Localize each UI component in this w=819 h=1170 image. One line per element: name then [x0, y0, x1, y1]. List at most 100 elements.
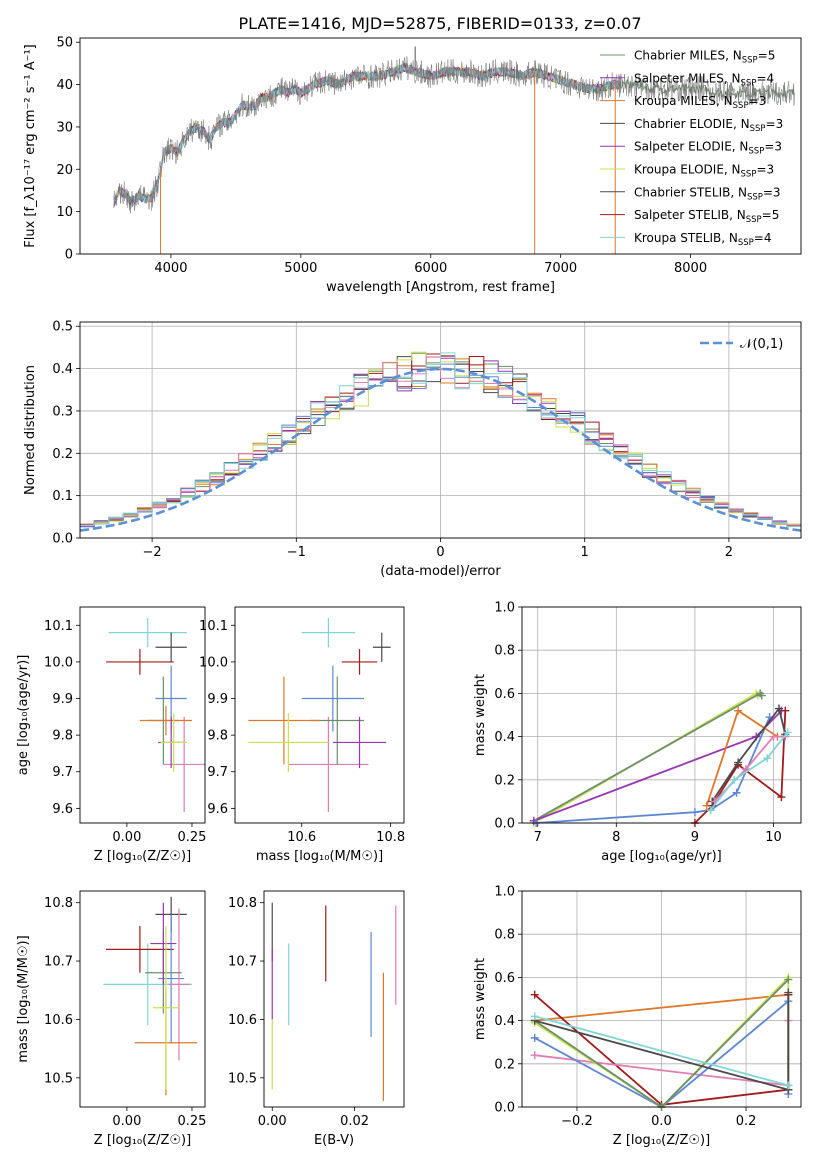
error-bar-point	[106, 926, 174, 973]
x-tick-label: 0.25	[178, 1114, 207, 1129]
weight-series-line	[533, 710, 783, 822]
x-axis-label: (data-model)/error	[380, 564, 501, 579]
y-tick-label: 10.7	[44, 955, 73, 970]
y-tick-label: 0.4	[494, 1014, 515, 1029]
error-bar-point	[152, 926, 179, 1090]
x-axis-label: Z [log₁₀(Z/Z☉)]	[94, 1133, 191, 1148]
x-tick-label: 10.8	[376, 830, 405, 845]
y-axis-label: Flux [f_λ10⁻¹⁷ erg cm⁻² s⁻¹ A⁻¹]	[23, 44, 38, 248]
y-tick-label: 0.4	[494, 730, 515, 745]
legend-label: Kroupa ELODIE, NSSP=3	[634, 163, 774, 180]
x-tick-label: 0.02	[340, 1114, 369, 1129]
y-tick-label: 10.1	[199, 619, 228, 634]
x-tick-label: 6000	[414, 261, 447, 276]
y-axis-label: age [log₁₀(age/yr)]	[16, 655, 31, 776]
error-bar-point	[158, 914, 185, 1043]
x-tick-label: 0.00	[112, 1114, 141, 1129]
y-tick-label: 0.0	[52, 532, 73, 547]
y-tick-label: 10.8	[44, 896, 73, 911]
y-tick-label: 9.7	[207, 765, 228, 780]
error-bar-point	[372, 632, 391, 662]
model-spectrum-line	[113, 63, 620, 208]
x-tick-label: 0.0	[651, 1114, 672, 1129]
x-tick-label: −1	[287, 545, 306, 560]
weight-marker	[530, 1012, 539, 1021]
y-tick-label: 1.0	[494, 601, 515, 616]
axes-frame	[234, 606, 405, 824]
y-tick-label: 0.6	[494, 687, 515, 702]
y-tick-label: 0.2	[52, 447, 73, 462]
axes-frame	[263, 890, 405, 1108]
y-tick-label: 0.4	[52, 362, 73, 377]
weight-series-line	[534, 1015, 789, 1087]
y-tick-label: 10.1	[44, 619, 73, 634]
spectrum-panel: 4000 5000 6000 7000 8000 0 10 20 30 40 50 wavelengt…	[23, 36, 802, 295]
y-tick-label: 10.0	[199, 655, 228, 670]
axes-frame	[521, 606, 802, 824]
y-tick-label: 10.5	[228, 1071, 257, 1086]
y-tick-label: 10.6	[44, 1013, 73, 1028]
weight-marker	[734, 758, 743, 767]
x-tick-label: 10.6	[287, 830, 316, 845]
y-tick-label: 9.6	[207, 802, 228, 817]
weight-marker	[730, 775, 739, 784]
y-axis-label: mass weight	[473, 958, 488, 1040]
weight-marker	[784, 988, 793, 997]
axes-frame	[79, 37, 802, 255]
y-tick-label: 9.9	[52, 692, 73, 707]
age-vs-Z-panel: 0.00 0.25 9.6 9.7 9.8 9.9 10.0 10.1 Z [log₁₀(Z/Z…	[16, 606, 207, 864]
weight-marker	[784, 975, 793, 984]
error-bar-point	[248, 676, 320, 765]
x-axis-label: Z [log₁₀(Z/Z☉)]	[94, 849, 191, 864]
weight-series-line	[709, 731, 789, 811]
y-tick-label: 0.8	[494, 644, 515, 659]
y-tick-label: 0.5	[52, 320, 73, 335]
residuals-panel: −2 −1 0 1 2 0.0 0.1 0.2 0.3 0.4 0.5 (data-model)/er…	[23, 320, 802, 579]
error-bar-point	[301, 665, 364, 732]
x-tick-label: 7000	[544, 261, 577, 276]
x-axis-label: wavelength [Angstrom, rest frame]	[326, 280, 555, 295]
weight-marker	[774, 704, 783, 713]
x-tick-label: 0	[436, 545, 444, 560]
y-tick-label: 10.5	[44, 1071, 73, 1086]
y-tick-label: 1.0	[494, 885, 515, 900]
weight-vs-age-panel: 7 8 9 10 0.0 0.2 0.4 0.6 0.8 1.0 age [log₁₀(age/yr…	[473, 601, 802, 864]
weight-marker	[530, 1051, 539, 1060]
error-bar-point	[106, 649, 174, 675]
y-tick-label: 10.0	[44, 655, 73, 670]
y-tick-label: 10.7	[228, 955, 257, 970]
weight-marker	[734, 706, 743, 715]
error-bar-point	[168, 908, 190, 1061]
weight-series-line	[711, 706, 787, 802]
y-tick-label: 0	[65, 248, 73, 263]
normal-curve	[80, 367, 801, 532]
legend-label: Salpeter ELODIE, NSSP=3	[634, 140, 782, 157]
y-tick-label: 9.7	[52, 765, 73, 780]
weight-marker	[690, 808, 699, 817]
figure-title: PLATE=1416, MJD=52875, FIBERID=0133, z=0…	[238, 14, 641, 33]
error-bar-point	[108, 617, 187, 648]
y-tick-label: 0.0	[494, 817, 515, 832]
x-tick-label: 2	[725, 545, 733, 560]
y-tick-label: 9.6	[52, 802, 73, 817]
y-tick-label: 0.6	[494, 971, 515, 986]
error-bar-point	[248, 713, 329, 772]
error-bar-point	[139, 705, 192, 736]
x-tick-label: 0.25	[178, 830, 207, 845]
error-bar-point	[332, 716, 387, 769]
legend-label: Chabrier STELIB, NSSP=3	[634, 185, 781, 202]
weight-series-line	[534, 978, 789, 1107]
weight-marker	[777, 793, 786, 802]
axes-frame	[79, 890, 206, 1108]
weight-marker	[530, 1033, 539, 1042]
weight-series-line	[533, 692, 763, 822]
x-tick-label: 4000	[154, 261, 187, 276]
x-tick-label: 0.00	[112, 830, 141, 845]
x-tick-label: −2	[143, 545, 162, 560]
weight-vs-Z-panel: −0.2 0.0 0.2 0.0 0.2 0.4 0.6 0.8 1.0 Z [log₁₀(Z/Z…	[473, 885, 802, 1148]
mass-vs-ebv-panel: 0.00 0.02 10.5 10.6 10.7 10.8 E(B-V)	[228, 890, 405, 1148]
legend-label: Chabrier MILES, NSSP=5	[634, 49, 775, 66]
x-axis-label: Z [log₁₀(Z/Z☉)]	[613, 1133, 710, 1148]
axes-frame	[79, 606, 206, 824]
histogram-step	[80, 352, 801, 529]
